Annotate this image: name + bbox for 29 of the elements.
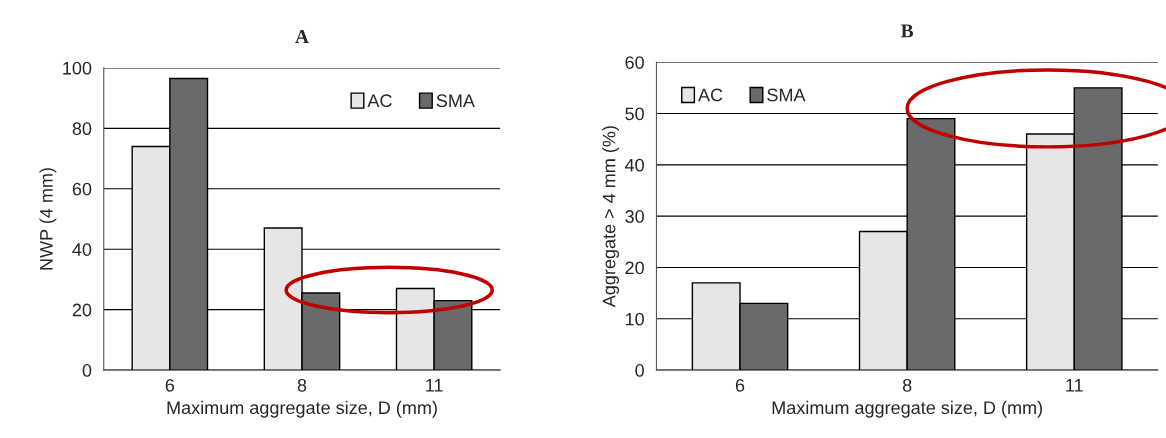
y-tick-label: 10 [625,312,644,326]
chart-title: B [900,24,914,38]
x-tick-label: 6 [735,378,745,392]
x-axis-title: Maximum aggregate size, D (mm) [772,400,1042,418]
y-axis-title: Aggregate > 4 mm (%) [602,126,620,308]
y-tick-label: 40 [624,158,644,172]
x-tick-label: 8 [902,378,912,392]
y-axis-title: NWP (4 mm) [39,168,57,270]
y-tick-label: 20 [72,303,92,317]
y-tick-label: 40 [72,243,92,256]
y-tick-label: 20 [625,261,644,275]
y-tick-label: 100 [63,61,92,75]
y-tick-label: 80 [72,122,92,136]
chart-title: A [295,30,309,43]
y-tick-label: 0 [635,364,644,377]
legend-label: SMA [436,94,475,108]
x-tick-label: 11 [426,379,443,392]
y-tick-label: 60 [625,56,644,69]
y-tick-label: 0 [82,364,92,377]
x-tick-label: 11 [1066,379,1083,392]
y-tick-label: 30 [625,210,644,223]
legend-label: SMA [767,88,806,102]
x-tick-label: 6 [165,378,175,392]
y-tick-label: 50 [625,107,644,121]
y-tick-label: 60 [72,182,92,196]
x-tick-label: 8 [297,378,307,392]
legend-label: AC [698,88,723,102]
x-axis-title: Maximum aggregate size, D (mm) [167,400,437,418]
legend-label: AC [367,94,392,108]
